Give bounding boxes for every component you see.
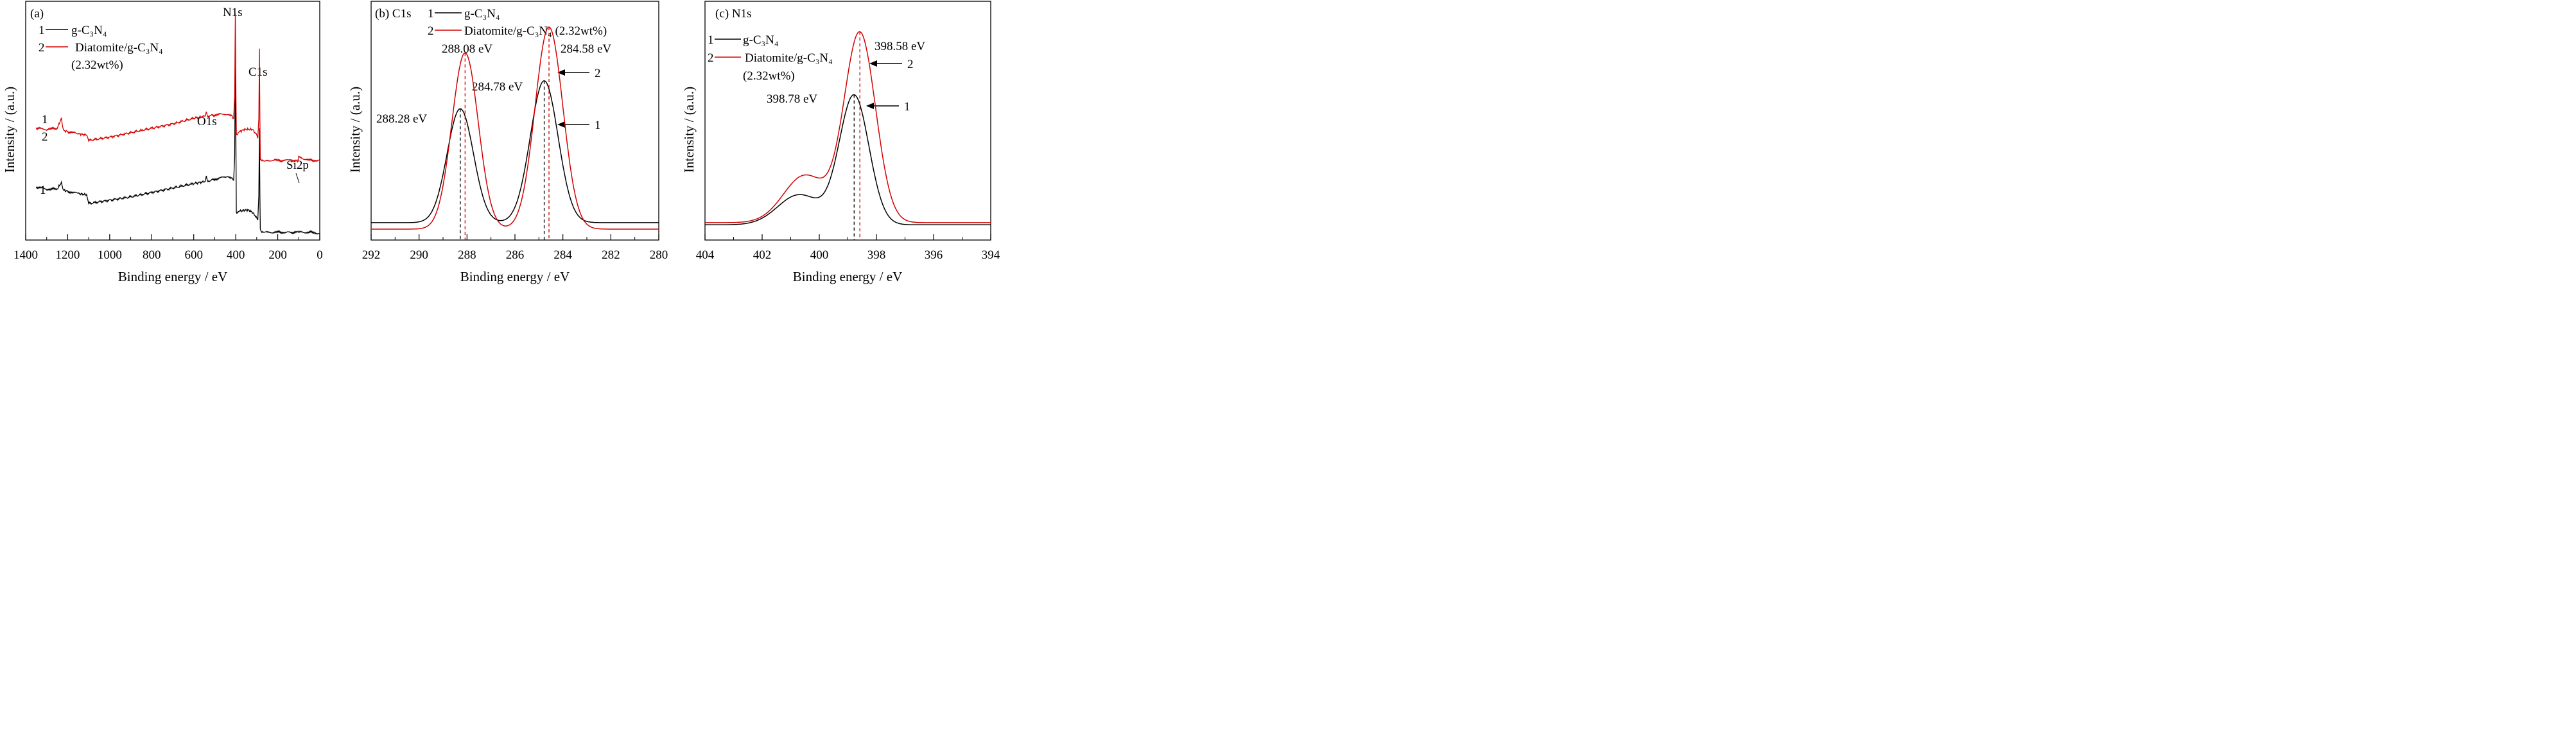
panel-a-legend-2-text: Diatomite/g-C₃N₄ — [75, 41, 163, 55]
panel-b-legend: 1 g-C₃N₄ 2 Diatomite/g-C₃N₄ (2.32wt%) — [428, 7, 607, 38]
panel-a-curve-label-1: 1 — [40, 184, 46, 197]
panel-a-ann-si2p: Si2p — [286, 159, 309, 172]
panel-a-xtick-label-5: 400 — [227, 248, 245, 262]
panel-a-legend-1-number: 1 — [39, 24, 45, 37]
panel-c-legend-2-text2: (2.32wt%) — [743, 69, 795, 83]
panel-a-xtick-label-0: 1400 — [13, 248, 38, 262]
panel-b-label: (b) C1s — [375, 7, 411, 21]
panel-b-x-axis: 292 290 288 286 284 282 280 — [362, 234, 668, 262]
panel-c-x-axis: 404 402 400 398 396 394 — [696, 234, 1000, 262]
panel-c-xtick-label-3: 398 — [867, 248, 886, 262]
panel-c-peak-label-398.78: 398.78 eV — [767, 92, 817, 106]
panel-a-xlabel: Binding energy / eV — [118, 269, 228, 284]
panel-c-legend-1-text: g-C₃N₄ — [743, 33, 778, 47]
panel-c-xtick-label-1: 402 — [753, 248, 772, 262]
panel-b-xtick-label-6: 280 — [650, 248, 668, 262]
panel-b-series-2-line — [371, 26, 659, 230]
panel-a-series-group — [35, 13, 320, 235]
panel-c-ylabel: Intensity / (a.u.) — [681, 87, 697, 173]
panel-b: (b) C1s 1 g-C₃N₄ 2 Diatomite/g-C₃N₄ (2.3… — [347, 1, 668, 284]
panel-b-legend-1-text: g-C₃N₄ — [464, 7, 500, 21]
panel-c-xtick-label-0: 404 — [696, 248, 715, 262]
panel-a-label: (a) — [30, 7, 44, 21]
panel-b-xtick-label-1: 290 — [410, 248, 428, 262]
panel-a-legend-1-text: g-C₃N₄ — [71, 24, 107, 37]
panel-a-ann-c1s: C1s — [248, 65, 268, 79]
panel-b-xtick-label-0: 292 — [362, 248, 381, 262]
panel-b-xlabel: Binding energy / eV — [460, 269, 570, 284]
panel-b-legend-2-number: 2 — [428, 24, 434, 38]
panel-a-xtick-label-4: 600 — [184, 248, 203, 262]
panel-b-peak-label-284.78: 284.78 eV — [472, 80, 523, 94]
panel-a-frame — [25, 1, 320, 241]
panel-c-xtick-label-2: 400 — [810, 248, 829, 262]
panel-b-arrow-2: 2 — [557, 67, 601, 80]
panel-a-legend-2-text2: (2.32wt%) — [71, 58, 123, 72]
panel-a: (a) 1 g-C₃N₄ 2 Diatomite/g-C₃N₄ (2.32wt%… — [2, 1, 323, 284]
panel-c-arrow-2-label: 2 — [907, 58, 914, 71]
panel-c-arrow-2: 2 — [869, 58, 914, 71]
panel-b-ylabel: Intensity / (a.u.) — [347, 87, 363, 173]
panel-b-arrow-2-label: 2 — [595, 67, 601, 80]
panel-b-legend-2-text: Diatomite/g-C₃N₄ (2.32wt%) — [464, 24, 607, 38]
panel-b-legend-1-number: 1 — [428, 7, 434, 21]
panel-c: (c) N1s 1 g-C₃N₄ 2 Diatomite/g-C₃N₄ (2.3… — [681, 1, 1000, 284]
panel-a-xtick-label-6: 200 — [268, 248, 287, 262]
panel-a-x-axis: 1400 1200 1000 800 600 400 200 0 — [13, 234, 323, 262]
panel-b-xtick-label-3: 286 — [506, 248, 525, 262]
panel-a-curve-label-1-top: 1 — [42, 113, 48, 126]
panel-a-ann-n1s: N1s — [223, 6, 243, 19]
panel-b-arrow-1: 1 — [557, 119, 601, 132]
panel-c-label: (c) N1s — [715, 7, 751, 21]
panel-c-peak-label-398.58: 398.58 eV — [875, 40, 925, 53]
panel-c-series-group — [705, 31, 991, 240]
panel-a-legend: 1 g-C₃N₄ 2 Diatomite/g-C₃N₄ (2.32wt%) — [39, 24, 163, 72]
panel-b-arrow-1-label: 1 — [595, 119, 601, 132]
panel-b-peak-label-284.58: 284.58 eV — [561, 42, 611, 56]
panel-a-xtick-label-1: 1200 — [55, 248, 80, 262]
panel-c-legend: 1 g-C₃N₄ 2 Diatomite/g-C₃N₄ (2.32wt%) — [708, 33, 833, 83]
panel-c-xlabel: Binding energy / eV — [793, 269, 903, 284]
panel-a-legend-2-number: 2 — [39, 41, 45, 55]
panel-b-xtick-label-5: 282 — [602, 248, 620, 262]
panel-a-ylabel: Intensity / (a.u.) — [2, 87, 17, 173]
panel-a-xtick-label-3: 800 — [143, 248, 161, 262]
panel-b-series-1-line — [371, 80, 659, 223]
panel-c-xtick-label-4: 396 — [925, 248, 943, 262]
panel-c-arrow-1-label: 1 — [904, 100, 910, 114]
panel-b-xtick-label-2: 288 — [458, 248, 476, 262]
panel-c-legend-1-number: 1 — [708, 33, 714, 47]
panel-a-xtick-label-2: 1000 — [98, 248, 122, 262]
panel-b-xtick-label-4: 284 — [553, 248, 572, 262]
xps-figure: (a) 1 g-C₃N₄ 2 Diatomite/g-C₃N₄ (2.32wt%… — [2, 1, 1000, 284]
panel-c-xtick-label-5: 394 — [982, 248, 1000, 262]
panel-c-series-2-line — [705, 31, 991, 223]
panel-a-curve-label-2: 2 — [42, 130, 48, 144]
panel-c-arrow-1: 1 — [866, 100, 910, 114]
panel-b-peak-label-288.08: 288.08 eV — [442, 42, 492, 56]
panel-a-series-1-line — [35, 58, 320, 235]
panel-c-legend-2-text: Diatomite/g-C₃N₄ — [745, 51, 833, 65]
panel-b-series-group — [371, 26, 659, 240]
panel-c-legend-2-number: 2 — [708, 51, 714, 65]
panel-b-peak-label-288.28: 288.28 eV — [376, 112, 427, 126]
panel-a-series-2-line — [35, 13, 320, 163]
panel-a-si2p-pointer — [295, 173, 300, 184]
panel-c-series-1-line — [705, 94, 991, 226]
panel-a-xtick-label-7: 0 — [317, 248, 323, 262]
